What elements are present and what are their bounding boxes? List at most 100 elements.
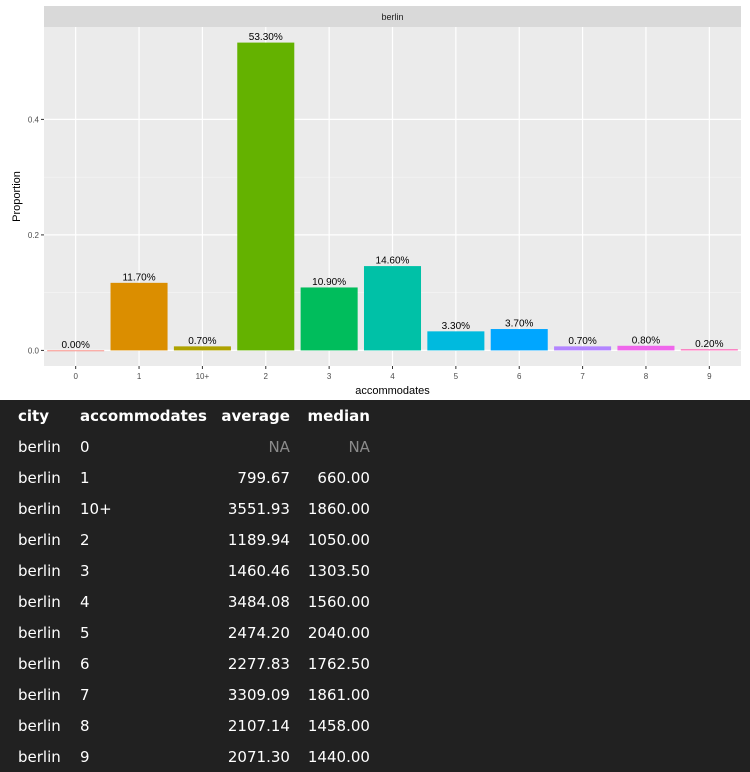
column-header-average: average: [221, 407, 290, 425]
x-tick-label: 10+: [196, 372, 210, 381]
table-row: berlin 6 2277.83 1762.50: [0, 648, 370, 679]
data-label-6: 3.70%: [505, 319, 533, 330]
x-tick-label: 9: [707, 372, 712, 381]
cell-city: berlin: [18, 437, 61, 456]
cell-average: 3309.09: [227, 685, 290, 704]
cell-accommodates: 1: [80, 468, 90, 487]
cell-city: berlin: [18, 561, 61, 580]
cell-median: 1861.00: [307, 685, 370, 704]
cell-median: NA: [348, 437, 370, 456]
cell-median: 1458.00: [307, 716, 370, 735]
data-label-7: 0.70%: [568, 336, 596, 347]
data-label-1: 11.70%: [122, 272, 155, 283]
cell-city: berlin: [18, 592, 61, 611]
data-label-9: 0.20%: [695, 339, 723, 350]
cell-accommodates: 4: [80, 592, 90, 611]
bar-5: [427, 331, 485, 351]
cell-average: 1189.94: [227, 530, 290, 549]
cell-median: 2040.00: [307, 623, 370, 642]
x-tick-label: 5: [454, 372, 459, 381]
cell-average: 3551.93: [227, 499, 290, 518]
y-tick-label: 0.4: [28, 115, 40, 124]
table-row: berlin 1 799.67 660.00: [0, 462, 370, 493]
cell-accommodates: 10+: [80, 499, 112, 518]
cell-accommodates: 6: [80, 654, 90, 673]
cell-median: 1860.00: [307, 499, 370, 518]
table-row: berlin 9 2071.30 1440.00: [0, 741, 370, 772]
bar-6: [490, 329, 548, 351]
data-label-10+: 0.70%: [188, 336, 216, 347]
table-row: berlin 2 1189.94 1050.00: [0, 524, 370, 555]
y-axis-title: Proportion: [11, 171, 23, 222]
cell-city: berlin: [18, 499, 61, 518]
column-header-median: median: [307, 407, 370, 425]
cell-city: berlin: [18, 685, 61, 704]
facet-strip: [44, 6, 741, 27]
cell-median: 1050.00: [307, 530, 370, 549]
cell-city: berlin: [18, 623, 61, 642]
y-tick-label: 0.0: [28, 346, 40, 355]
cell-average: 3484.08: [227, 592, 290, 611]
data-label-0: 0.00%: [62, 340, 90, 351]
data-label-3: 10.90%: [312, 277, 346, 288]
column-header-accommodates: accommodates: [80, 407, 207, 425]
chart-plot-area: berlin 0.00% 11.70% 0.70% 5 3.30% 10.90% 14.60%…: [0, 0, 750, 400]
bar-0: [47, 350, 105, 352]
bar-2: [237, 42, 295, 351]
bar-4: [363, 266, 422, 351]
cell-accommodates: 2: [80, 530, 90, 549]
cell-average: 2071.30: [227, 747, 290, 766]
bar-10+: [173, 346, 231, 351]
cell-average: 1460.46: [227, 561, 290, 580]
cell-city: berlin: [18, 654, 61, 673]
x-tick-label: 3: [327, 372, 332, 381]
data-label-5: 3.30%: [442, 321, 470, 332]
data-label-4: 14.60%: [376, 256, 410, 267]
data-label-8: 0.80%: [632, 335, 660, 346]
facet-strip-label: berlin: [381, 12, 403, 22]
cell-accommodates: 7: [80, 685, 90, 704]
bar-chart: berlin 0.00% 11.70% 0.70% 5 3.30% 10.90% 14.60%…: [11, 6, 741, 397]
table-row: berlin 4 3484.08 1560.00: [0, 586, 370, 617]
table-row: berlin 0 NA NA: [0, 431, 370, 462]
y-tick-label: 0.2: [28, 231, 40, 240]
data-table: city accommodates average median berlin 0…: [0, 401, 370, 772]
cell-median: 1303.50: [307, 561, 370, 580]
table-row: berlin 5 2474.20 2040.00: [0, 617, 370, 648]
x-tick-label: 6: [517, 372, 522, 381]
cell-median: 660.00: [317, 468, 370, 487]
table-row: berlin 7 3309.09 1861.00: [0, 679, 370, 710]
cell-median: 1560.00: [307, 592, 370, 611]
cell-city: berlin: [18, 716, 61, 735]
cell-average: NA: [268, 437, 290, 456]
table-row: berlin 3 1460.46 1303.50: [0, 555, 370, 586]
table-row: berlin 10+ 3551.93 1860.00: [0, 493, 370, 524]
cell-average: 2107.14: [227, 716, 290, 735]
x-tick-label: 7: [580, 372, 585, 381]
cell-accommodates: 9: [80, 747, 90, 766]
cell-median: 1762.50: [307, 654, 370, 673]
bar-7: [554, 346, 612, 351]
cell-city: berlin: [18, 468, 61, 487]
cell-median: 1440.00: [307, 747, 370, 766]
cell-accommodates: 8: [80, 716, 90, 735]
x-tick-label: 2: [264, 372, 269, 381]
x-tick-label: 0: [73, 372, 78, 381]
cell-city: berlin: [18, 747, 61, 766]
cell-accommodates: 3: [80, 561, 90, 580]
cell-accommodates: 0: [80, 437, 90, 456]
cell-average: 2277.83: [227, 654, 290, 673]
bar-9: [680, 349, 738, 351]
cell-average: 2474.20: [227, 623, 290, 642]
x-axis-title: accommodates: [355, 385, 430, 397]
bar-1: [110, 282, 168, 351]
column-header-city: city: [18, 407, 49, 425]
cell-city: berlin: [18, 530, 61, 549]
bar-3: [300, 287, 358, 351]
table-row: berlin 8 2107.14 1458.00: [0, 710, 370, 741]
x-tick-label: 1: [137, 372, 142, 381]
table-body: berlin 0 NA NA berlin 1 799.67 660.00 berlin 10+ 3…: [0, 431, 370, 772]
x-tick-label: 8: [644, 372, 649, 381]
table-header-row: city accommodates average median: [0, 401, 370, 431]
cell-accommodates: 5: [80, 623, 90, 642]
